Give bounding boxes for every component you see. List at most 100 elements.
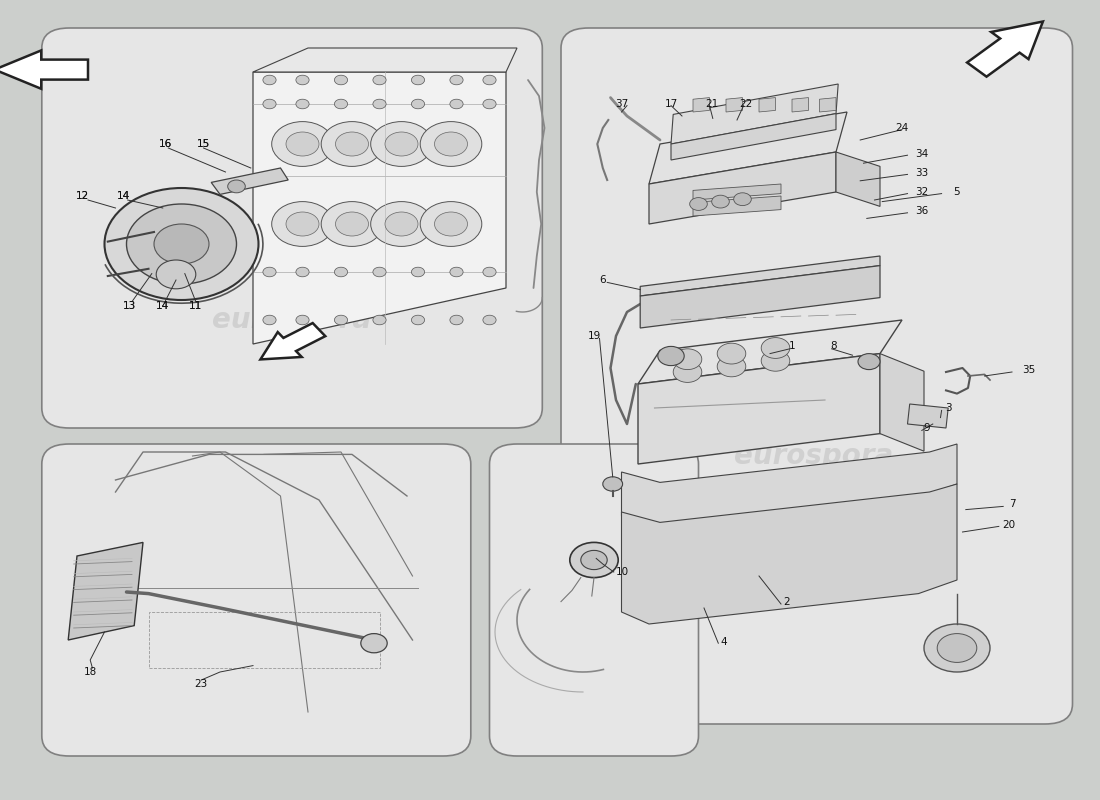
Circle shape [603, 477, 623, 491]
FancyBboxPatch shape [42, 444, 471, 756]
Circle shape [411, 267, 425, 277]
Text: 12: 12 [76, 191, 89, 201]
Text: 36: 36 [915, 206, 928, 216]
Text: 17: 17 [664, 99, 678, 109]
Text: 12: 12 [76, 191, 89, 201]
Circle shape [334, 75, 348, 85]
Polygon shape [759, 98, 775, 112]
Circle shape [373, 99, 386, 109]
Circle shape [336, 212, 368, 236]
Circle shape [385, 132, 418, 156]
Circle shape [483, 315, 496, 325]
Circle shape [296, 75, 309, 85]
Circle shape [371, 202, 432, 246]
FancyBboxPatch shape [42, 28, 542, 428]
Circle shape [420, 202, 482, 246]
Circle shape [334, 315, 348, 325]
Text: 15: 15 [197, 139, 210, 149]
Text: 14: 14 [117, 191, 130, 201]
Text: 19: 19 [587, 331, 601, 341]
Text: 1: 1 [789, 341, 795, 350]
Circle shape [228, 180, 245, 193]
Circle shape [334, 99, 348, 109]
Circle shape [658, 346, 684, 366]
Text: 16: 16 [158, 139, 172, 149]
Polygon shape [649, 112, 847, 184]
Circle shape [581, 550, 607, 570]
Circle shape [483, 99, 496, 109]
Polygon shape [908, 404, 948, 428]
Text: 11: 11 [189, 301, 202, 310]
Text: 16: 16 [158, 139, 172, 149]
Circle shape [296, 99, 309, 109]
Text: 13: 13 [123, 301, 136, 310]
Circle shape [761, 338, 790, 358]
Circle shape [717, 343, 746, 364]
Circle shape [450, 99, 463, 109]
Text: 37: 37 [615, 99, 628, 109]
Text: eurospora: eurospora [735, 442, 893, 470]
Polygon shape [68, 542, 143, 640]
Circle shape [411, 315, 425, 325]
Text: 20: 20 [1002, 520, 1015, 530]
Text: 9: 9 [923, 423, 930, 433]
Circle shape [450, 267, 463, 277]
Circle shape [858, 354, 880, 370]
Circle shape [104, 188, 258, 300]
Text: 23: 23 [195, 679, 208, 689]
Circle shape [450, 75, 463, 85]
FancyBboxPatch shape [490, 444, 698, 756]
Text: 4: 4 [720, 637, 727, 646]
Circle shape [434, 212, 468, 236]
Circle shape [272, 122, 333, 166]
Circle shape [570, 542, 618, 578]
Polygon shape [967, 22, 1043, 77]
Circle shape [411, 99, 425, 109]
Circle shape [434, 132, 468, 156]
Text: 8: 8 [830, 341, 837, 350]
Polygon shape [621, 444, 957, 528]
Circle shape [296, 315, 309, 325]
Circle shape [296, 267, 309, 277]
Polygon shape [0, 50, 88, 89]
Circle shape [286, 132, 319, 156]
Text: 14: 14 [156, 301, 169, 310]
Text: 21: 21 [705, 99, 718, 109]
Polygon shape [820, 98, 836, 112]
Circle shape [712, 195, 729, 208]
Circle shape [156, 260, 196, 289]
Polygon shape [880, 354, 924, 451]
Circle shape [937, 634, 977, 662]
Circle shape [761, 350, 790, 371]
Polygon shape [693, 98, 710, 112]
Polygon shape [671, 114, 836, 160]
Circle shape [371, 122, 432, 166]
Polygon shape [621, 484, 957, 624]
Circle shape [263, 75, 276, 85]
Text: 22: 22 [739, 99, 752, 109]
Circle shape [483, 75, 496, 85]
Polygon shape [638, 354, 880, 464]
Circle shape [263, 267, 276, 277]
Polygon shape [638, 320, 902, 384]
Text: 32: 32 [915, 187, 928, 197]
Text: 14: 14 [117, 191, 130, 201]
Circle shape [263, 315, 276, 325]
Circle shape [286, 212, 319, 236]
Text: 2: 2 [783, 597, 790, 606]
Circle shape [336, 132, 368, 156]
FancyBboxPatch shape [561, 28, 1072, 724]
Text: 3: 3 [945, 403, 952, 413]
Circle shape [373, 315, 386, 325]
Polygon shape [640, 266, 880, 328]
Polygon shape [640, 256, 880, 296]
Text: 11: 11 [189, 301, 202, 310]
Text: 13: 13 [123, 301, 136, 310]
Polygon shape [693, 184, 781, 200]
Circle shape [154, 224, 209, 264]
Circle shape [385, 212, 418, 236]
Circle shape [450, 315, 463, 325]
Circle shape [483, 267, 496, 277]
Circle shape [126, 204, 236, 284]
Polygon shape [211, 168, 288, 194]
